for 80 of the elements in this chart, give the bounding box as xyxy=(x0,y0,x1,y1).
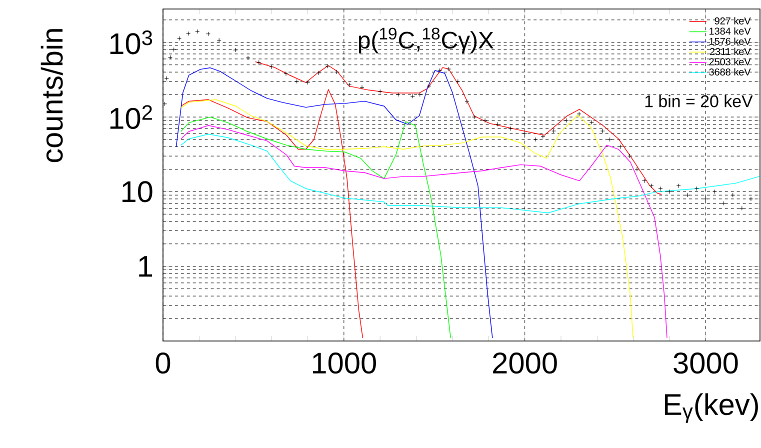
point xyxy=(667,189,672,194)
point xyxy=(378,89,382,94)
point xyxy=(472,114,476,120)
point xyxy=(256,60,262,65)
point xyxy=(642,178,646,184)
y-tick-label: 1 xyxy=(139,256,152,277)
line-series xyxy=(180,89,364,338)
point xyxy=(685,192,690,198)
point xyxy=(305,80,310,85)
y-tick-label: 10$^{2}$ xyxy=(110,105,152,129)
point xyxy=(600,128,605,134)
point xyxy=(658,186,663,191)
point xyxy=(748,196,754,202)
point xyxy=(552,128,556,134)
point xyxy=(634,166,640,172)
point xyxy=(410,94,415,98)
point xyxy=(206,32,210,36)
point xyxy=(508,126,513,131)
point xyxy=(495,122,500,127)
point xyxy=(576,112,582,116)
point xyxy=(316,70,321,76)
y-tick-label: 10$^{3}$ xyxy=(110,30,152,54)
point xyxy=(186,31,191,36)
line-series xyxy=(180,116,451,338)
text: p($^{19}$C,$^{18}$Cγ)X xyxy=(358,28,494,54)
legend-label: 1384 keV xyxy=(710,27,751,35)
point xyxy=(284,72,288,76)
x-tick-label: 3000 xyxy=(674,352,738,374)
point xyxy=(396,92,400,97)
legend-label: 927 keV xyxy=(714,17,751,24)
point xyxy=(325,64,330,68)
point xyxy=(418,92,422,97)
point xyxy=(590,120,594,125)
point xyxy=(522,131,528,136)
point xyxy=(172,47,176,52)
legend-label: 2311 keV xyxy=(710,48,751,56)
legend-label: 1576 keV xyxy=(710,38,751,45)
point xyxy=(712,189,718,194)
point xyxy=(533,137,538,142)
point xyxy=(694,186,699,191)
point xyxy=(730,192,736,198)
point xyxy=(269,64,274,70)
line-series xyxy=(180,99,634,338)
point xyxy=(676,184,681,188)
x-tick-label: 2000 xyxy=(493,352,557,374)
point xyxy=(438,68,442,73)
point xyxy=(294,79,300,84)
point xyxy=(628,154,632,158)
point xyxy=(608,137,612,142)
point xyxy=(564,118,569,123)
point xyxy=(168,55,172,60)
point xyxy=(246,56,250,60)
point xyxy=(426,84,432,88)
line-series xyxy=(180,134,760,214)
point xyxy=(446,66,452,72)
point xyxy=(334,70,339,74)
x-tick-label: 1000 xyxy=(312,352,376,374)
point xyxy=(195,29,200,34)
point xyxy=(216,38,222,42)
point xyxy=(347,82,352,88)
line-series xyxy=(180,125,668,338)
point xyxy=(162,102,168,106)
point xyxy=(177,36,182,41)
x-tick-label: 0 xyxy=(156,352,170,374)
annotation: 1 bin = 20 keV xyxy=(645,94,753,108)
legend-label: 2503 keV xyxy=(709,58,751,66)
line-series xyxy=(176,67,493,338)
y-axis-title: counts/bin xyxy=(40,29,63,162)
point xyxy=(703,196,708,202)
point xyxy=(456,79,460,84)
point xyxy=(540,134,546,139)
point xyxy=(464,100,470,104)
y-tick-label: 10 xyxy=(122,181,152,202)
point xyxy=(482,118,488,123)
x-axis-title: E$_{γ}$(kev) xyxy=(664,393,758,423)
point xyxy=(360,85,364,90)
point xyxy=(649,184,654,188)
point xyxy=(164,76,169,81)
point xyxy=(233,48,238,52)
legend-label: 3688 keV xyxy=(709,68,751,76)
